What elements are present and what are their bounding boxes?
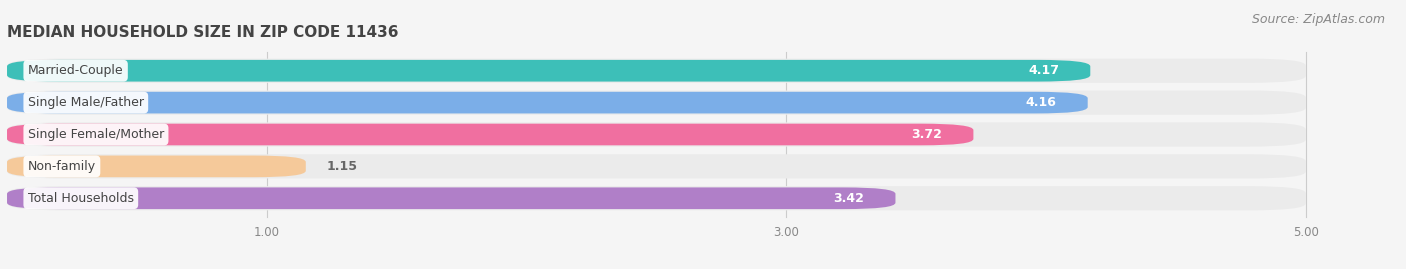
Text: Single Female/Mother: Single Female/Mother bbox=[28, 128, 165, 141]
FancyBboxPatch shape bbox=[7, 187, 896, 209]
FancyBboxPatch shape bbox=[7, 154, 1306, 179]
Text: Source: ZipAtlas.com: Source: ZipAtlas.com bbox=[1251, 13, 1385, 26]
Text: Single Male/Father: Single Male/Father bbox=[28, 96, 143, 109]
Text: 1.15: 1.15 bbox=[326, 160, 357, 173]
Text: Total Households: Total Households bbox=[28, 192, 134, 205]
Text: 3.42: 3.42 bbox=[834, 192, 865, 205]
Text: Non-family: Non-family bbox=[28, 160, 96, 173]
FancyBboxPatch shape bbox=[7, 124, 973, 145]
FancyBboxPatch shape bbox=[7, 90, 1306, 115]
Text: 4.16: 4.16 bbox=[1025, 96, 1056, 109]
FancyBboxPatch shape bbox=[7, 92, 1088, 114]
Text: 4.17: 4.17 bbox=[1028, 64, 1059, 77]
Text: MEDIAN HOUSEHOLD SIZE IN ZIP CODE 11436: MEDIAN HOUSEHOLD SIZE IN ZIP CODE 11436 bbox=[7, 25, 398, 40]
FancyBboxPatch shape bbox=[7, 59, 1306, 83]
Text: Married-Couple: Married-Couple bbox=[28, 64, 124, 77]
FancyBboxPatch shape bbox=[7, 60, 1090, 82]
FancyBboxPatch shape bbox=[7, 122, 1306, 147]
FancyBboxPatch shape bbox=[7, 186, 1306, 210]
FancyBboxPatch shape bbox=[7, 155, 305, 177]
Text: 3.72: 3.72 bbox=[911, 128, 942, 141]
